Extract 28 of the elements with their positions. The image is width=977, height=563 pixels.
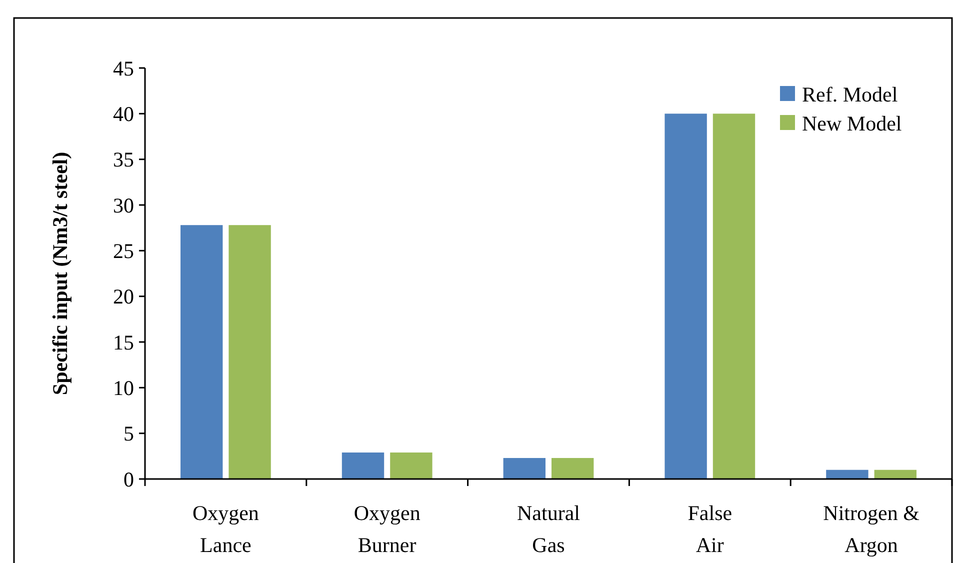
y-tick-label: 25: [113, 239, 134, 264]
bar: [180, 225, 223, 479]
y-tick-label: 30: [113, 193, 134, 218]
y-tick-label: 45: [113, 56, 134, 80]
legend-label: New Model: [802, 111, 902, 136]
y-axis-title: Specific input (Nm3/t steel): [48, 152, 72, 396]
bar: [826, 470, 868, 479]
y-tick-label: 20: [113, 284, 134, 309]
bar: [342, 452, 384, 479]
bar: [874, 470, 916, 479]
x-tick-label: Natural Gas: [517, 501, 580, 557]
bar: [712, 114, 756, 479]
y-tick-label: 15: [113, 330, 134, 354]
y-tick-label: 10: [113, 376, 134, 400]
x-tick-label: Oxygen Burner: [354, 501, 421, 557]
bar: [664, 114, 707, 479]
x-tick-label: False Air: [688, 501, 732, 557]
bar: [228, 225, 271, 479]
legend-label: Ref. Model: [802, 82, 898, 106]
bar: [503, 458, 546, 479]
x-tick-label: Nitrogen & Argon: [823, 501, 920, 557]
y-tick-label: 35: [113, 148, 134, 172]
y-tick-label: 40: [113, 102, 134, 126]
bar: [390, 452, 432, 479]
bar: [552, 458, 594, 479]
y-tick-label: 5: [124, 422, 134, 446]
x-tick-label: Oxygen Lance: [192, 501, 260, 557]
y-tick-label: 0: [124, 467, 134, 492]
